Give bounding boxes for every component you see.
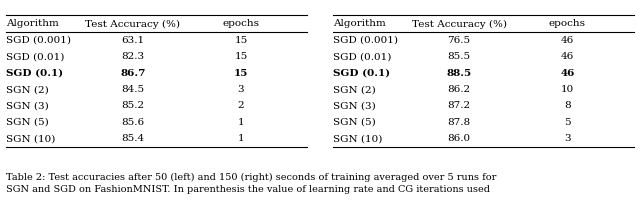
Text: 46: 46 <box>561 36 574 45</box>
Text: 15: 15 <box>234 69 248 78</box>
Text: 3: 3 <box>237 85 244 94</box>
Text: 76.5: 76.5 <box>447 36 470 45</box>
Text: 84.5: 84.5 <box>121 85 144 94</box>
Text: SGD (0.001): SGD (0.001) <box>333 36 398 45</box>
Text: SGN (10): SGN (10) <box>6 134 56 143</box>
Text: 46: 46 <box>560 69 575 78</box>
Text: 85.5: 85.5 <box>447 52 470 61</box>
Text: 8: 8 <box>564 102 571 110</box>
Text: 87.8: 87.8 <box>447 118 470 127</box>
Text: 86.7: 86.7 <box>120 69 145 78</box>
Text: Test Accuracy (%): Test Accuracy (%) <box>85 19 180 29</box>
Text: Algorithm: Algorithm <box>6 20 59 28</box>
Text: epochs: epochs <box>223 20 260 28</box>
Text: 5: 5 <box>564 118 571 127</box>
Text: SGN (3): SGN (3) <box>333 102 376 110</box>
Text: epochs: epochs <box>549 20 586 28</box>
Text: 1: 1 <box>237 134 244 143</box>
Text: SGN (2): SGN (2) <box>6 85 49 94</box>
Text: 86.2: 86.2 <box>447 85 470 94</box>
Text: 88.5: 88.5 <box>447 69 472 78</box>
Text: SGD (0.001): SGD (0.001) <box>6 36 72 45</box>
Text: SGN (5): SGN (5) <box>6 118 49 127</box>
Text: Algorithm: Algorithm <box>333 20 385 28</box>
Text: 63.1: 63.1 <box>121 36 144 45</box>
Text: SGN (10): SGN (10) <box>333 134 382 143</box>
Text: SGD (0.01): SGD (0.01) <box>333 52 391 61</box>
Text: 85.6: 85.6 <box>121 118 144 127</box>
Text: SGN (3): SGN (3) <box>6 102 49 110</box>
Text: 15: 15 <box>234 52 248 61</box>
Text: SGD (0.1): SGD (0.1) <box>333 69 390 78</box>
Text: 3: 3 <box>564 134 571 143</box>
Text: SGN (2): SGN (2) <box>333 85 376 94</box>
Text: SGN (5): SGN (5) <box>333 118 376 127</box>
Text: SGD (0.01): SGD (0.01) <box>6 52 65 61</box>
Text: 46: 46 <box>561 52 574 61</box>
Text: Table 2: Test accuracies after 50 (left) and 150 (right) seconds of training ave: Table 2: Test accuracies after 50 (left)… <box>6 172 497 194</box>
Text: 2: 2 <box>237 102 244 110</box>
Text: 10: 10 <box>561 85 574 94</box>
Text: 85.2: 85.2 <box>121 102 144 110</box>
Text: 85.4: 85.4 <box>121 134 144 143</box>
Text: Test Accuracy (%): Test Accuracy (%) <box>412 19 507 29</box>
Text: 1: 1 <box>237 118 244 127</box>
Text: 87.2: 87.2 <box>447 102 470 110</box>
Text: 86.0: 86.0 <box>447 134 470 143</box>
Text: 82.3: 82.3 <box>121 52 144 61</box>
Text: 15: 15 <box>234 36 248 45</box>
Text: SGD (0.1): SGD (0.1) <box>6 69 63 78</box>
